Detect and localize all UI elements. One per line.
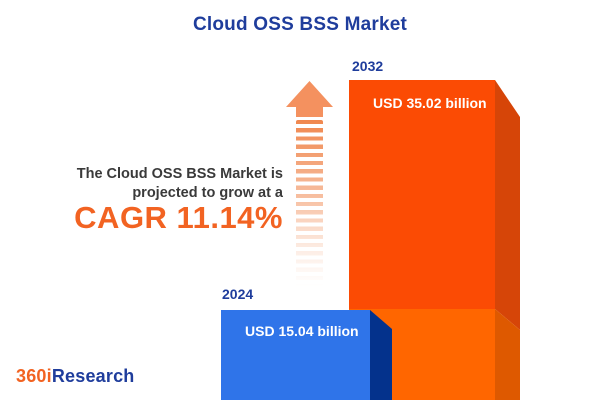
tagline-line1: The Cloud OSS BSS Market is	[76, 166, 283, 182]
tagline-block: The Cloud OSS BSS Market is projected to…	[74, 165, 283, 235]
tagline-line2: projected to grow at a	[132, 185, 283, 201]
logo-360i: 360i	[16, 366, 52, 386]
brand-logo: 360iResearch	[16, 366, 135, 387]
value-label-2032: USD 35.02 billion	[373, 95, 487, 111]
bar-2032-front-lower	[349, 309, 495, 400]
cagr-text: CAGR 11.14%	[74, 200, 283, 235]
bar-2032-side-lower	[495, 309, 520, 400]
bar-2032-side-upper	[495, 80, 520, 330]
value-label-2024: USD 15.04 billion	[245, 323, 359, 339]
logo-research: Research	[51, 366, 135, 386]
bar-2024-side	[370, 310, 392, 400]
arrow-stripes	[296, 120, 323, 286]
arrow-up-icon	[286, 81, 333, 117]
bar-2032-front-upper	[349, 80, 495, 309]
year-label-2032: 2032	[352, 58, 384, 74]
year-label-2024: 2024	[222, 286, 254, 302]
page-title: Cloud OSS BSS Market	[192, 14, 408, 35]
